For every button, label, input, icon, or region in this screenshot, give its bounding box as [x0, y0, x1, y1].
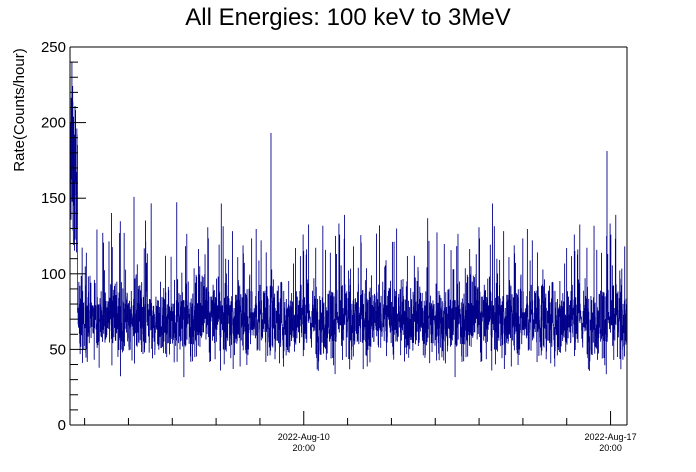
x-tick-label-time: 20:00	[599, 443, 622, 453]
axes-group: 0501001502002502022-Aug-1020:002022-Aug-…	[41, 39, 637, 453]
series-group	[69, 61, 628, 378]
chart-title: All Energies: 100 keV to 3MeV	[185, 4, 511, 31]
y-tick-label: 150	[41, 190, 66, 207]
series-line	[69, 61, 628, 378]
x-tick-label-time: 20:00	[292, 443, 315, 453]
x-tick-label-date: 2022-Aug-10	[278, 432, 330, 442]
y-tick-label: 100	[41, 266, 66, 283]
y-tick-label: 50	[49, 341, 66, 358]
y-axis-label: Rate(Counts/hour)	[11, 48, 28, 171]
y-tick-label: 250	[41, 39, 66, 56]
x-tick-label-date: 2022-Aug-17	[585, 432, 637, 442]
y-tick-label: 0	[58, 417, 66, 434]
y-tick-label: 200	[41, 115, 66, 132]
